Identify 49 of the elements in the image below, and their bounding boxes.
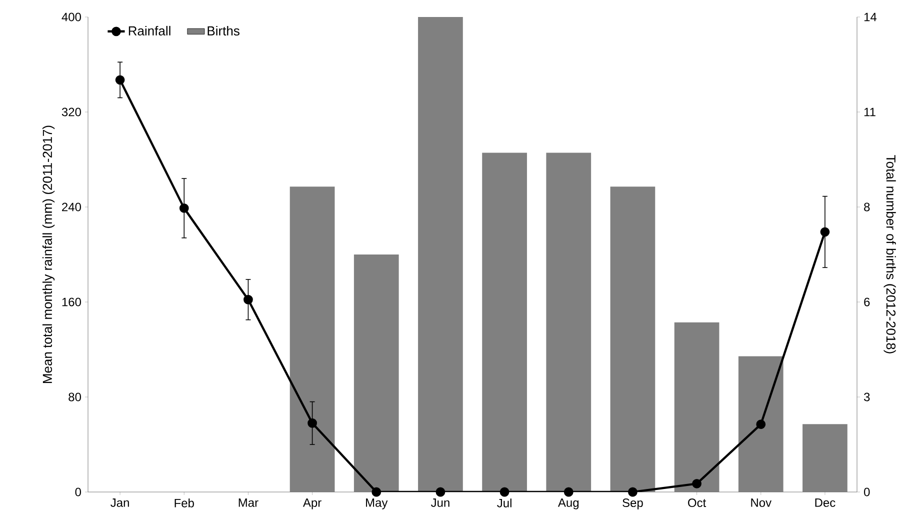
x-tick-label: Mar — [238, 498, 258, 507]
y2-tick-label: 6 — [864, 298, 870, 306]
legend-label: Rainfall — [128, 26, 170, 36]
y-tick-label: 160 — [62, 298, 81, 306]
y2-tick-label: 11 — [864, 108, 876, 116]
bar — [354, 254, 399, 492]
bar — [418, 16, 463, 492]
y2-tick-label: 8 — [864, 202, 870, 212]
y-tick-label: 400 — [62, 12, 81, 22]
x-tick-label: Jun — [430, 498, 450, 507]
x-tick-label: Feb — [174, 498, 194, 508]
y-tick-label: 320 — [62, 108, 81, 116]
y2-tick-label: 14 — [864, 12, 877, 22]
point — [628, 487, 638, 497]
x-tick-label: May — [366, 498, 388, 510]
bar — [738, 356, 784, 492]
y-tick-label: 80 — [68, 392, 82, 402]
bar — [674, 322, 720, 492]
point — [244, 294, 253, 304]
point — [308, 418, 317, 428]
x-tick-label: Aug — [558, 498, 579, 510]
bar — [802, 424, 848, 492]
point — [564, 487, 574, 497]
y2-tick-label: 0 — [864, 488, 870, 496]
y2-axis-title: Total number of births (2012-2018) — [884, 155, 896, 354]
x-tick-label: Apr — [302, 498, 322, 510]
x-tick-label: Sep — [622, 498, 643, 510]
bar — [482, 152, 527, 492]
point — [436, 487, 446, 497]
x-tick-label: Oct — [688, 498, 706, 508]
point — [692, 478, 702, 488]
y-tick-label: 240 — [62, 202, 81, 212]
y-tick-label: 0 — [75, 488, 82, 496]
y2-tick-label: 3 — [864, 392, 870, 402]
point — [372, 487, 382, 497]
x-tick-label: Jan — [110, 498, 129, 507]
point — [820, 227, 830, 237]
point — [500, 487, 510, 497]
y-axis-title: Mean total monthly rainfall (mm) (2011-2017) — [42, 126, 55, 384]
point — [179, 203, 189, 213]
x-tick-label: Nov — [751, 498, 772, 507]
x-tick-label: Jul — [497, 498, 512, 508]
bar — [610, 186, 656, 492]
x-tick-label: Dec — [815, 498, 836, 507]
point — [115, 75, 125, 85]
point — [756, 420, 766, 430]
bar — [290, 186, 335, 492]
bar — [546, 152, 592, 492]
legend-label: Births — [208, 26, 240, 36]
